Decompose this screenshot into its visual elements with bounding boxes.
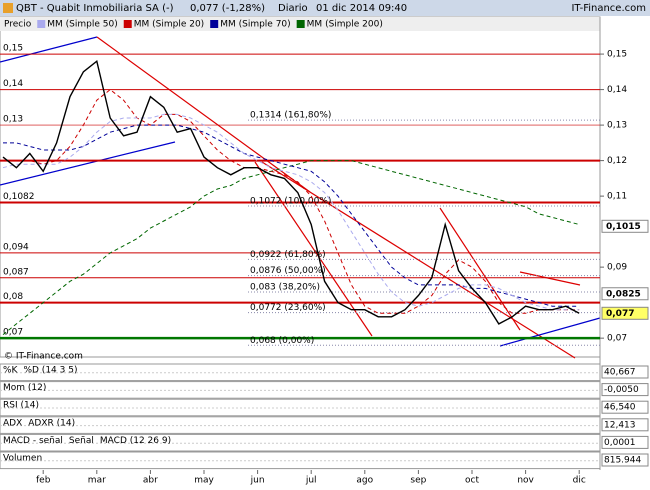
x-tick-label: nov — [517, 476, 534, 486]
trend-line — [439, 207, 521, 331]
series-line — [3, 88, 580, 314]
x-tick-label: ago — [356, 476, 373, 486]
price-badge-label: 0,077 — [606, 309, 634, 319]
level-label: 0,1082 — [3, 192, 35, 202]
price-badge-label: 0,0825 — [606, 289, 641, 299]
panel-legend: ADX — [3, 418, 22, 428]
x-tick-label: mar — [88, 476, 106, 486]
panel-badge — [601, 383, 649, 397]
legend-label: Precio — [4, 20, 32, 30]
level-label: 0,14 — [3, 79, 23, 89]
legend-label: MM (Simple 200) — [307, 20, 383, 30]
icon — [3, 3, 13, 13]
x-tick-label: feb — [36, 476, 51, 486]
price-badge — [601, 287, 649, 301]
x-tick-label: dic — [573, 476, 586, 486]
fib-label: 0,0876 (50,00%) — [250, 266, 326, 276]
legend-swatch — [296, 20, 305, 28]
y-tick-label: 0,09 — [607, 263, 627, 273]
y-tick-label: 0,13 — [607, 121, 627, 131]
legend-swatch — [37, 20, 46, 28]
panel-value: 12,413 — [604, 420, 636, 430]
period: Diario — [278, 3, 308, 14]
fib-label: 0,0922 (61,80%) — [250, 250, 326, 260]
x-tick-label: abr — [143, 476, 158, 486]
panel-legend: RSI (14) — [3, 401, 39, 411]
panel-badge — [601, 435, 649, 449]
level-label: 0,07 — [3, 328, 23, 338]
x-tick-label: sep — [410, 476, 426, 486]
level-label: 0,15 — [3, 44, 23, 54]
panel-legend: Volumen — [3, 454, 42, 464]
panel-value: -0,0050 — [604, 385, 639, 395]
panel-legend: MACD (12 26 9) — [100, 436, 171, 446]
panel-badge — [601, 418, 649, 432]
fib-label: 0,0772 (23,60%) — [250, 303, 326, 313]
trend-line — [261, 161, 576, 359]
panel — [0, 433, 601, 452]
panel-badge — [601, 365, 649, 379]
panel-value: 815.944 — [604, 456, 641, 466]
header-bar — [0, 0, 650, 16]
panel-badge — [601, 453, 649, 467]
date: 01 dic 2014 09:40 — [316, 3, 407, 14]
level-label: 0,13 — [3, 115, 23, 125]
trend-line — [0, 141, 176, 186]
x-tick-label: jul — [305, 476, 317, 486]
x-tick-label: may — [194, 476, 214, 486]
watermark: © IT-Finance.com — [4, 352, 83, 362]
trend-line — [254, 161, 373, 337]
fib-label: 0,068 (0,00%) — [250, 336, 314, 346]
series-line — [3, 124, 580, 307]
fib-label: 0,1314 (161,80%) — [250, 111, 331, 121]
legend-swatch — [123, 20, 132, 28]
y-tick-label: 0,07 — [607, 334, 627, 344]
panel-badge — [601, 400, 649, 414]
level-label: 0,08 — [3, 292, 23, 302]
panel-value: 40,667 — [604, 368, 636, 378]
level-label: 0,094 — [3, 242, 29, 252]
panel — [0, 416, 601, 434]
trend-line — [0, 36, 98, 63]
trend-lines — [0, 36, 601, 359]
panel-value: 46,540 — [604, 403, 636, 413]
y-tick-label: 0,12 — [607, 156, 627, 166]
trend-line — [499, 317, 601, 347]
trend-line — [96, 36, 311, 193]
quote: 0,077 (-1,28%) — [190, 3, 265, 14]
panel-legend: ADXR (14) — [28, 418, 75, 428]
series-line — [2, 59, 580, 325]
panel-legend: Mom (12) — [3, 383, 46, 393]
legend-label: MM (Simple 70) — [220, 20, 290, 30]
legend-swatch — [210, 20, 219, 28]
panel-legend: MACD - señal — [3, 436, 63, 446]
price-badge — [601, 219, 649, 233]
legend-label: MM (Simple 20) — [134, 20, 204, 30]
legend-label: MM (Simple 50) — [47, 20, 117, 30]
chart-title: QBT - Quabit Inmobiliaria SA (-) — [16, 3, 174, 14]
y-tick-label: 0,15 — [607, 50, 627, 60]
panel-legend: %K — [3, 366, 19, 376]
fib-label: 0,083 (38,20%) — [250, 282, 320, 292]
panel-value: 0,0001 — [604, 438, 636, 448]
series-line — [2, 113, 580, 311]
y-tick-label: 0,14 — [607, 85, 627, 95]
brand: IT-Finance.com — [571, 3, 646, 14]
panel-legend: %D (14 3 5) — [23, 366, 77, 376]
y-tick-label: 0,11 — [607, 192, 627, 202]
fib-label: 0,1072 (100,00%) — [250, 197, 331, 207]
x-tick-label: jun — [250, 476, 265, 486]
level-label: 0,087 — [3, 267, 29, 277]
panel-legend: Señal — [69, 436, 94, 446]
trend-line — [519, 271, 581, 286]
x-tick-label: oct — [465, 476, 479, 486]
price-badge — [601, 306, 649, 320]
price-badge-label: 0,1015 — [606, 222, 641, 232]
